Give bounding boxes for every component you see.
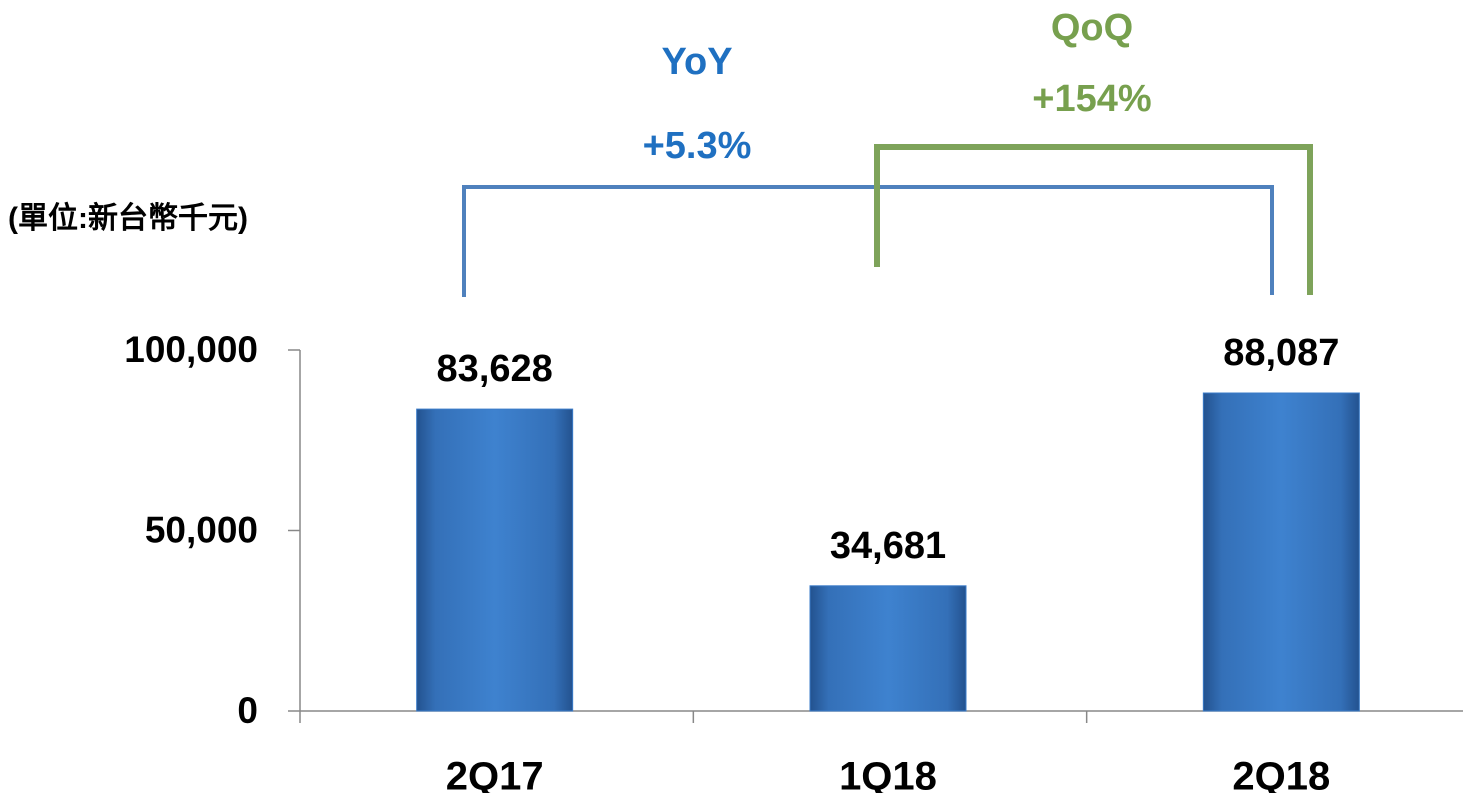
yoy-bracket [462, 185, 1274, 297]
unit-label: (單位:新台幣千元) [8, 201, 248, 235]
x-tick-label: 2Q17 [446, 755, 544, 793]
bar [1202, 392, 1360, 712]
yoy-value: +5.3% [643, 125, 752, 167]
y-tick-label: 0 [237, 690, 258, 731]
x-tick-label: 2Q18 [1232, 755, 1330, 793]
y-tick-label: 50,000 [145, 509, 258, 550]
yoy-label: YoY [661, 41, 732, 83]
bar [809, 585, 967, 712]
value-label: 88,087 [1223, 332, 1339, 374]
value-label: 34,681 [830, 525, 946, 567]
y-tick-label: 100,000 [124, 329, 258, 370]
qoq-label: QoQ [1051, 7, 1133, 49]
x-tick-label: 1Q18 [839, 755, 937, 793]
qoq-value: +154% [1032, 78, 1151, 120]
qoq-bracket [874, 144, 1313, 295]
value-label: 83,628 [437, 348, 553, 390]
bar [416, 408, 574, 712]
